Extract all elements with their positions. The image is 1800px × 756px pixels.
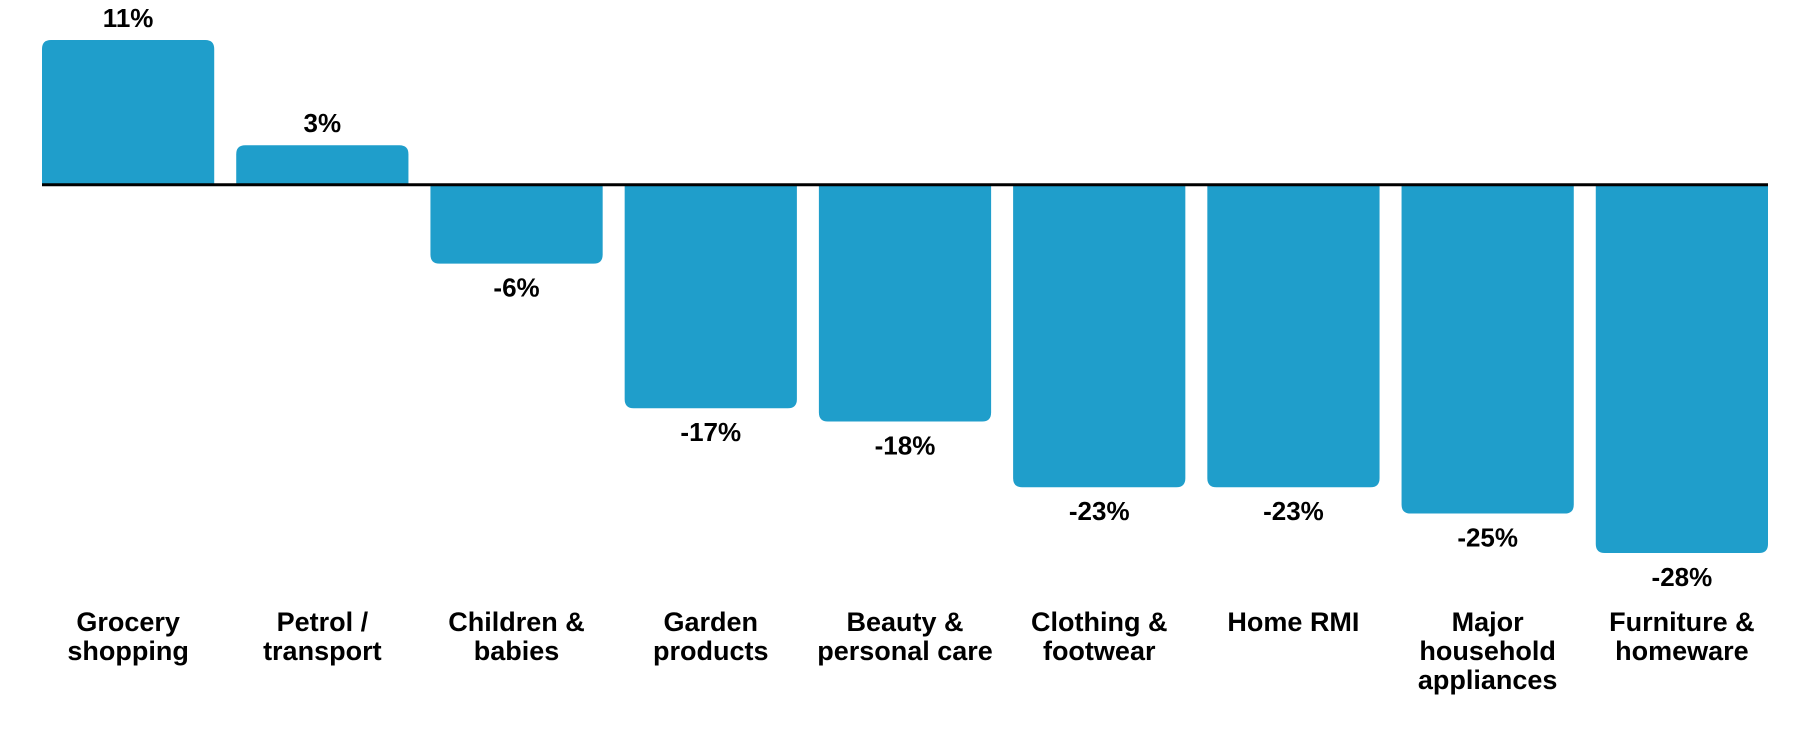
value-label: -23% (1069, 496, 1130, 526)
category-label: Petrol / transport (263, 607, 382, 666)
bar (42, 40, 215, 185)
value-label: -17% (680, 417, 741, 447)
bar (1013, 184, 1186, 488)
category-label: Major household appliances (1417, 607, 1558, 695)
value-label: 11% (103, 3, 154, 33)
category-label: Beauty & personal care (817, 607, 993, 666)
category-label: Furniture & homeware (1609, 607, 1755, 666)
bar (430, 184, 603, 264)
value-label: -28% (1652, 562, 1713, 592)
category-label: Children & babies (448, 607, 585, 666)
category-label: Grocery shopping (67, 607, 189, 666)
bar (1207, 184, 1380, 488)
category-label: Clothing & footwear (1030, 607, 1168, 666)
value-label: -23% (1263, 496, 1324, 526)
category-label: Garden products (653, 607, 769, 666)
value-label: -18% (875, 430, 936, 460)
category-label: Home RMI (1227, 607, 1360, 637)
bar (624, 184, 797, 409)
bar (1401, 184, 1574, 514)
value-label: -25% (1457, 522, 1518, 552)
value-label: 3% (304, 108, 342, 138)
bar (1595, 184, 1768, 553)
value-label: -6% (493, 272, 539, 302)
bar (818, 184, 992, 422)
bar (236, 145, 409, 185)
